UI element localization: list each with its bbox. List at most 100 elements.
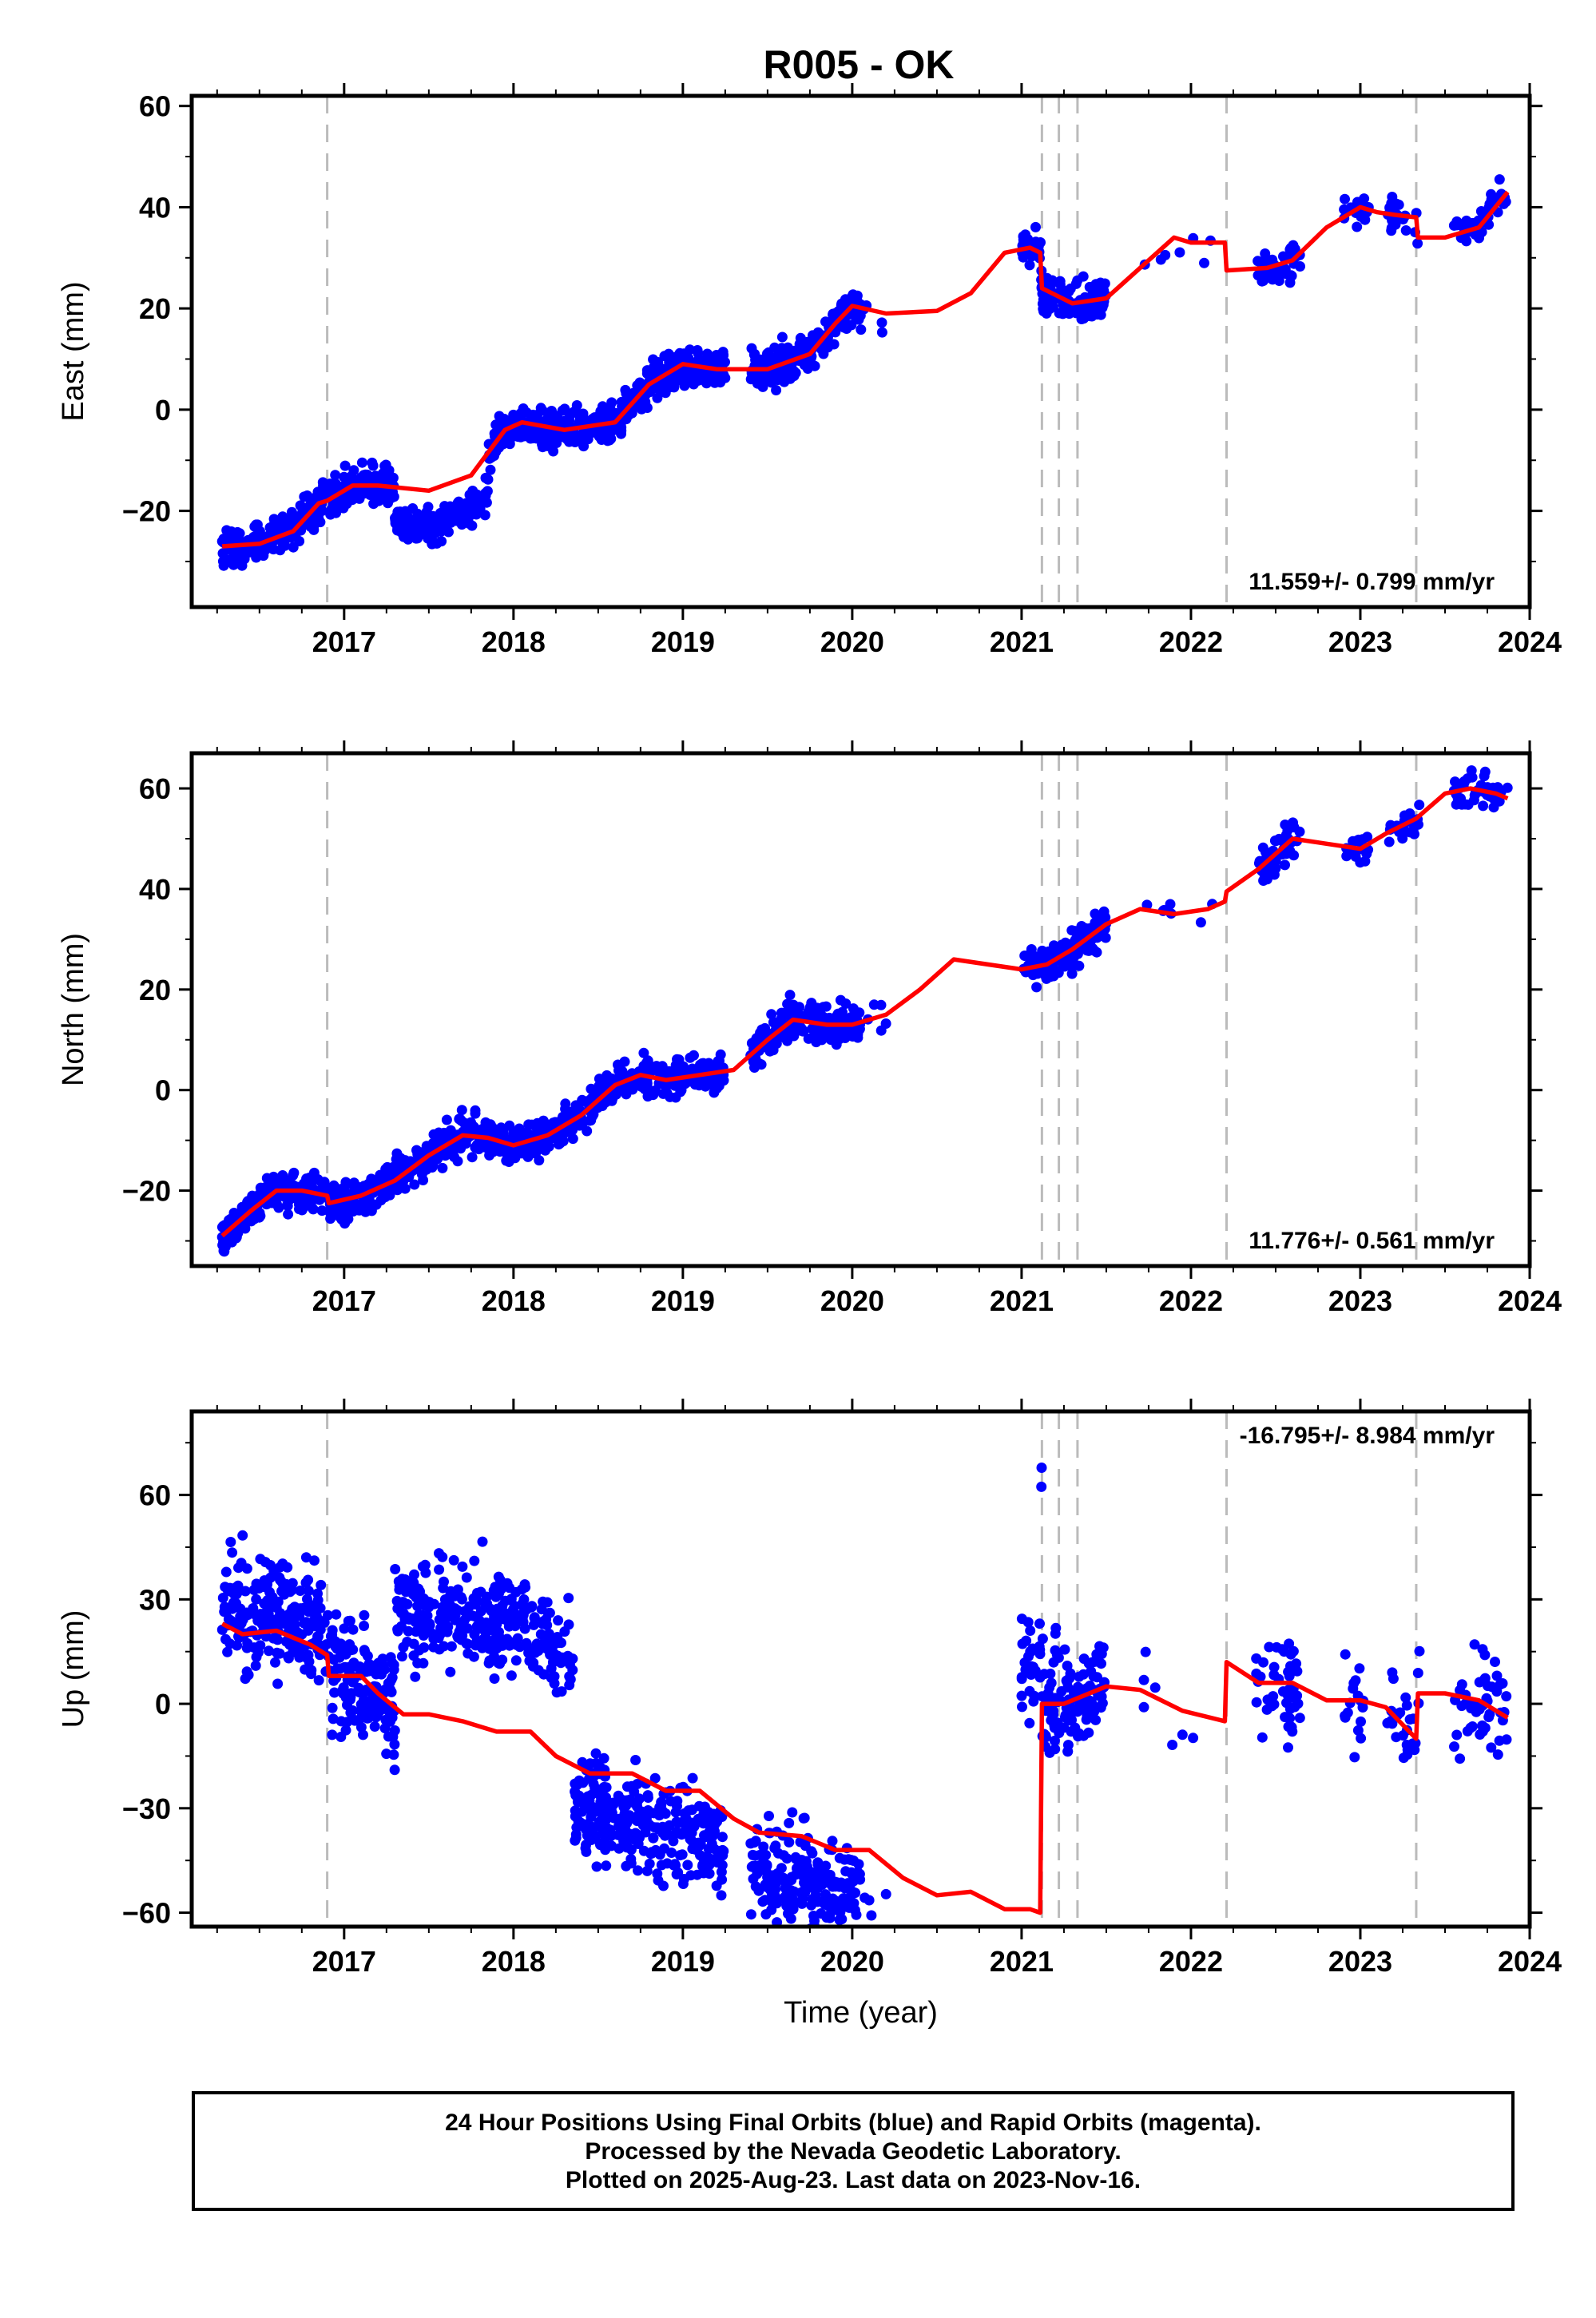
data-point	[570, 1832, 582, 1844]
data-point	[456, 1634, 467, 1645]
data-point	[554, 418, 565, 429]
data-point	[1098, 1642, 1109, 1653]
data-point	[1031, 982, 1042, 993]
data-point	[618, 1836, 629, 1847]
data-point	[331, 507, 342, 518]
y-tick-label: −20	[122, 1175, 171, 1208]
data-point	[1056, 284, 1067, 295]
data-point	[347, 1624, 359, 1635]
data-point	[717, 1832, 728, 1843]
data-point	[262, 1578, 273, 1590]
data-point	[716, 1890, 727, 1901]
x-tick-label: 2024	[1498, 625, 1562, 658]
data-point	[329, 1687, 340, 1698]
x-tick-label: 2019	[651, 1945, 715, 1978]
data-point	[780, 1010, 791, 1021]
data-point	[378, 1660, 389, 1671]
data-point	[560, 1098, 571, 1109]
data-point	[456, 1105, 467, 1116]
data-point	[597, 401, 608, 412]
data-point	[403, 1625, 414, 1637]
data-point	[809, 1024, 820, 1035]
data-point	[1037, 1691, 1048, 1702]
y-axis-label: East (mm)	[57, 281, 90, 421]
x-tick-label: 2019	[651, 625, 715, 658]
data-point	[363, 1659, 375, 1670]
data-point	[1036, 1463, 1047, 1473]
x-tick-label: 2024	[1498, 1945, 1562, 1978]
data-point	[438, 1582, 449, 1594]
data-point	[1400, 1692, 1411, 1703]
data-point	[1165, 899, 1176, 910]
data-point	[591, 1861, 602, 1872]
velocity-label: -16.795+/- 8.984 mm/yr	[1240, 1423, 1495, 1449]
panel-up: 2017 2018 2019 2020 2021 2022 2023 2024−60−3003…	[57, 1399, 1562, 2030]
data-point	[1339, 204, 1350, 215]
data-point	[264, 1645, 274, 1657]
data-point	[503, 1621, 514, 1632]
data-point	[438, 1620, 449, 1631]
data-point	[640, 1821, 651, 1832]
footer-caption-box: 24 Hour Positions Using Final Orbits (bl…	[192, 2091, 1515, 2211]
data-point	[799, 359, 810, 371]
data-point	[434, 1644, 445, 1655]
data-point	[590, 1806, 601, 1817]
x-tick-label: 2022	[1159, 1284, 1223, 1317]
data-point	[1384, 836, 1395, 847]
data-point	[1040, 298, 1051, 309]
data-point	[247, 1190, 258, 1201]
data-point	[1062, 1746, 1074, 1757]
data-point	[601, 1070, 613, 1081]
data-point	[649, 1772, 661, 1784]
data-point	[379, 460, 391, 471]
data-point	[322, 1610, 333, 1621]
data-point	[490, 1643, 502, 1654]
data-point	[485, 464, 496, 475]
data-point	[672, 1054, 682, 1065]
data-point	[1479, 1649, 1491, 1661]
data-point	[385, 1684, 395, 1695]
data-point	[359, 1621, 370, 1631]
data-point	[745, 1838, 756, 1849]
data-point	[288, 1170, 299, 1181]
data-point	[387, 1672, 398, 1683]
data-point	[687, 1844, 698, 1855]
data-point	[480, 472, 491, 483]
x-tick-label: 2018	[482, 625, 546, 658]
data-point	[276, 1586, 288, 1597]
data-point	[796, 1933, 806, 1943]
plot-area-north	[216, 753, 1513, 1266]
data-point	[548, 1639, 559, 1650]
data-point	[272, 1199, 282, 1210]
data-point	[469, 1629, 480, 1640]
data-point	[339, 1623, 350, 1634]
data-point	[693, 347, 704, 359]
data-point	[782, 998, 793, 1010]
data-point	[720, 372, 731, 383]
data-point	[790, 1852, 801, 1863]
data-point	[308, 1615, 320, 1626]
data-point	[570, 1786, 581, 1797]
data-point	[1082, 941, 1094, 952]
data-point	[708, 1808, 719, 1820]
data-point	[1054, 1728, 1065, 1738]
data-point	[1257, 1732, 1268, 1743]
data-point	[601, 1813, 612, 1824]
data-point	[421, 506, 432, 518]
data-point	[841, 323, 852, 334]
data-point	[1260, 248, 1271, 259]
y-tick-label: 20	[139, 292, 171, 325]
data-point	[1177, 1729, 1188, 1740]
data-point	[510, 1655, 522, 1666]
data-point	[383, 1717, 394, 1728]
data-point	[676, 1066, 687, 1076]
data-point	[399, 506, 411, 517]
data-point	[1397, 833, 1408, 844]
data-point	[436, 1133, 447, 1144]
data-point	[809, 331, 820, 343]
data-point	[705, 1822, 717, 1833]
data-point	[287, 1578, 298, 1589]
data-point	[1462, 1725, 1473, 1737]
data-point	[344, 1661, 355, 1673]
data-point	[489, 451, 499, 462]
